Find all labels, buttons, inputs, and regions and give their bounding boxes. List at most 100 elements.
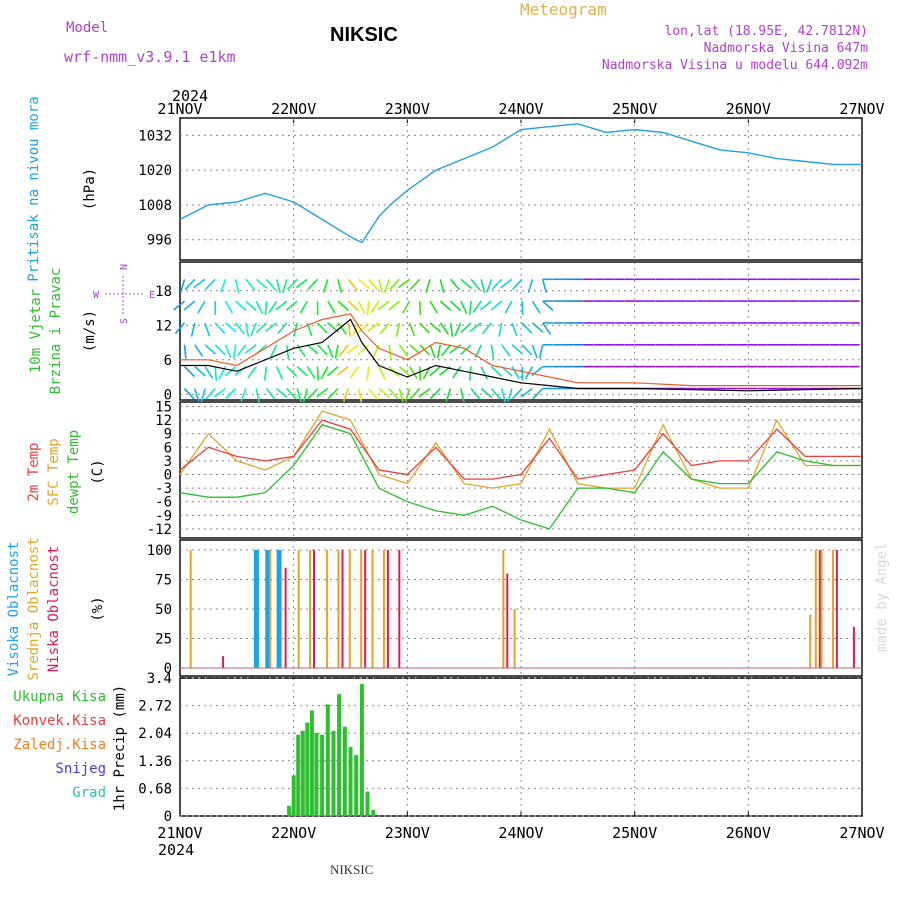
wind-arrow xyxy=(286,278,298,291)
wind-arrow xyxy=(511,366,520,380)
wind-arrow xyxy=(425,279,431,293)
wind-arrow xyxy=(255,278,268,289)
wind-arrow xyxy=(264,301,268,316)
wind-arrow xyxy=(224,344,232,359)
wind-arrow xyxy=(327,300,336,314)
wind-arrow xyxy=(366,366,370,381)
wind-arrow xyxy=(296,388,302,403)
model-name: wrf-nmm_v3.9.1 e1km xyxy=(64,48,236,66)
wind-arrow xyxy=(500,278,513,289)
precip-bar xyxy=(300,730,305,816)
cloud-bar xyxy=(809,614,812,668)
precip-bar xyxy=(305,722,310,816)
cloud-axis-title: Visoka Oblacnost xyxy=(6,542,22,677)
wind-arrow xyxy=(173,300,186,311)
wind-arrow xyxy=(347,278,358,291)
wind-arrow xyxy=(377,300,390,311)
cloud-bar xyxy=(265,550,271,668)
cloud-bar xyxy=(814,550,817,668)
cloud-axis-title: Niska Oblacnost xyxy=(46,546,62,672)
wind-arrow xyxy=(213,387,226,398)
wind-arrow xyxy=(395,322,401,337)
wind-arrow xyxy=(326,365,339,377)
wind-arrow xyxy=(269,344,278,358)
wind-arrow xyxy=(235,322,245,335)
wind-arrow xyxy=(388,344,392,359)
y-tick-label: 996 xyxy=(147,233,172,249)
y-tick-label: -9 xyxy=(155,508,172,524)
wind-arrow xyxy=(190,322,196,337)
wind-arrow xyxy=(225,387,237,399)
wind-arrow xyxy=(306,366,316,379)
y-tick-label: -6 xyxy=(155,495,172,511)
wind-arrow xyxy=(439,322,450,335)
wind-arrow xyxy=(275,300,288,311)
y-tick-label: 1.36 xyxy=(138,754,172,770)
precip-legend-item: Ukupna Kisa xyxy=(13,689,106,705)
cloud-bar xyxy=(820,550,823,668)
wind-arrow xyxy=(541,279,548,293)
wind-arrow xyxy=(285,300,298,311)
wind-arrow xyxy=(174,322,186,335)
wind-arrow xyxy=(255,322,267,334)
wind-arrow xyxy=(193,278,206,289)
wind-arrow xyxy=(470,278,481,291)
wind-arrow xyxy=(316,366,320,381)
wind-arrow xyxy=(398,388,404,403)
time-label-bottom: 24NOV xyxy=(498,824,543,842)
y-tick-label: 50 xyxy=(155,602,172,618)
precip-bar xyxy=(342,726,347,816)
precip-bar xyxy=(314,732,319,816)
temp-unit-label: (C) xyxy=(90,459,106,484)
cloud-bar xyxy=(835,550,838,668)
wind-arrow xyxy=(307,387,319,400)
wind-arrow xyxy=(472,300,482,314)
wind-arrow xyxy=(245,322,250,337)
wind-arrow xyxy=(480,366,489,380)
wind-arrow xyxy=(527,279,534,293)
wind-arrow xyxy=(224,366,237,377)
wind-arrow xyxy=(336,365,349,376)
cloud-bar xyxy=(506,573,509,668)
cloud-bar xyxy=(398,550,401,668)
wind-arrow xyxy=(541,322,552,335)
cloud-bar xyxy=(371,550,374,668)
wind-arrow xyxy=(316,344,328,356)
wind-arrow xyxy=(491,278,503,290)
chart-marks xyxy=(173,123,863,816)
wind-arrow xyxy=(338,344,349,357)
wind-arrow xyxy=(388,387,399,400)
wind-arrow xyxy=(240,388,247,402)
time-label-top: 26NOV xyxy=(726,100,771,118)
wind-arrow xyxy=(357,300,366,314)
wind-arrow xyxy=(322,279,329,293)
time-label-bottom: 21NOV xyxy=(157,824,202,842)
wind-arrow xyxy=(468,366,472,381)
y-tick-label: 3.4 xyxy=(147,671,172,687)
year-label-top: 2024 xyxy=(172,87,208,105)
compass-east: E xyxy=(149,290,155,301)
wind-arrow xyxy=(511,387,523,400)
elevation-label: Nadmorska Visina 647m xyxy=(703,41,868,56)
y-tick-label: 0 xyxy=(164,661,172,677)
wind-arrow xyxy=(388,300,400,311)
wind-arrow xyxy=(346,344,359,354)
cloud-bar xyxy=(284,567,287,668)
y-tick-label: 1008 xyxy=(138,198,172,214)
y-tick-label: 75 xyxy=(155,573,172,589)
wind-arrow xyxy=(255,300,264,314)
wind-arrow xyxy=(183,344,187,359)
wind-arrow xyxy=(286,344,290,359)
wind-arrow xyxy=(460,278,473,289)
y-tick-label: 100 xyxy=(147,543,172,559)
wind-arrow xyxy=(194,366,206,377)
precip-bar xyxy=(337,694,342,816)
wind-arrow xyxy=(342,388,349,402)
precip-legend-item: Konvek.Kisa xyxy=(13,713,106,729)
wind-arrow xyxy=(408,322,416,337)
time-label-top: 24NOV xyxy=(498,100,543,118)
y-tick-label: 0 xyxy=(164,387,172,403)
cloud-bar xyxy=(818,550,821,668)
wind-arrow xyxy=(481,322,493,335)
y-tick-label: -12 xyxy=(147,522,172,538)
